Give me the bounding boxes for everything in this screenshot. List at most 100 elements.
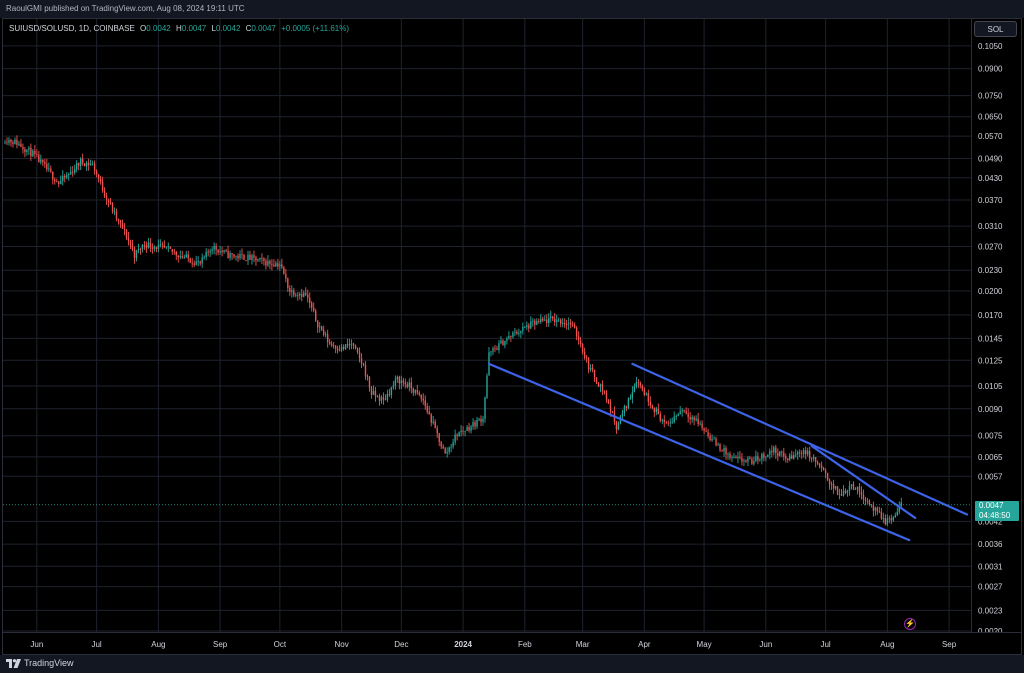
- x-tick-label: Sep: [213, 640, 228, 649]
- candle-body: [111, 203, 114, 212]
- candle-body: [787, 458, 789, 461]
- candle-body: [643, 389, 646, 395]
- candle-body: [117, 218, 120, 220]
- candle-body: [810, 458, 813, 460]
- candle-body: [571, 324, 574, 326]
- x-tick-label: Aug: [880, 640, 894, 649]
- candle-body: [372, 390, 375, 395]
- close-value: 0.0047: [251, 24, 276, 33]
- candle-body: [631, 392, 634, 399]
- candle-body: [151, 247, 154, 249]
- candle-body: [818, 463, 821, 466]
- trendlines: [487, 362, 969, 542]
- candle-body: [115, 211, 118, 219]
- candle-body: [281, 264, 283, 268]
- candle-body: [442, 446, 444, 449]
- price-scale[interactable]: 0.1050 0.0900 0.0750 0.0650 0.0570 0.0490 0.04…: [971, 19, 1023, 636]
- candle-body: [424, 400, 426, 407]
- candle-body: [269, 260, 271, 264]
- candle-body: [653, 407, 656, 412]
- candle-body: [737, 456, 739, 459]
- candle-body: [779, 451, 781, 456]
- x-tick-label: May: [697, 640, 712, 649]
- candle-body: [366, 376, 369, 378]
- publish-header: RaoulGMI published on TradingView.com, A…: [0, 0, 1024, 18]
- candle-body: [243, 254, 245, 261]
- candle-body: [552, 316, 554, 319]
- candle-body: [757, 456, 759, 461]
- y-tick-label: 0.0900: [978, 65, 1003, 74]
- high-value: 0.0047: [181, 24, 207, 33]
- candle-body: [846, 490, 849, 493]
- x-tick-label: 2024: [454, 640, 472, 649]
- candle-body: [330, 343, 333, 346]
- candle-body: [868, 500, 871, 505]
- y-tick-label: 0.0370: [978, 196, 1003, 205]
- candle-body: [275, 263, 277, 267]
- price-chart[interactable]: [3, 19, 971, 632]
- candle-body: [769, 451, 771, 455]
- tradingview-logo[interactable]: TradingView: [6, 658, 74, 668]
- candle-body: [376, 396, 379, 397]
- y-tick-label: 0.0200: [978, 287, 1003, 296]
- candle-body: [95, 171, 98, 175]
- candle-body: [181, 256, 183, 258]
- candle-body: [683, 410, 685, 412]
- candle-body: [141, 244, 144, 250]
- y-tick-label: 0.0750: [978, 92, 1003, 101]
- y-tick-label: 0.0065: [978, 453, 1003, 462]
- candle-body: [759, 459, 761, 461]
- short-term-resistance-trendline: [810, 444, 917, 520]
- candle-body: [536, 321, 538, 325]
- candle-body: [56, 181, 58, 183]
- candle-body: [800, 453, 803, 455]
- candle-body: [567, 323, 570, 325]
- time-axis-labels: Jun Jul Aug Sep Oct Nov Dec 2024 Feb Mar Apr May Jun…: [30, 640, 956, 649]
- candle-body: [484, 397, 486, 419]
- candle-body: [691, 417, 693, 420]
- candle-body: [52, 171, 54, 180]
- candle-body: [480, 418, 482, 422]
- candle-body: [699, 423, 701, 425]
- candle-body: [856, 486, 859, 490]
- candle-body: [512, 332, 514, 337]
- candle-body: [601, 384, 604, 392]
- time-axis[interactable]: Jun Jul Aug Sep Oct Nov Dec 2024 Feb Mar Apr May Jun…: [3, 632, 1021, 654]
- candle-body: [802, 450, 805, 455]
- chart-panel[interactable]: SUIUSD/SOLUSD, 1D, COINBASE O0.0042 H0.0…: [2, 18, 1022, 655]
- candle-body: [201, 257, 203, 264]
- candle-body: [384, 399, 387, 401]
- candle-body: [615, 421, 618, 430]
- candle-body: [398, 376, 401, 384]
- candle-body: [70, 171, 72, 175]
- currency-scale-button[interactable]: SOL: [974, 21, 1017, 37]
- candle-body: [231, 253, 233, 255]
- candle-body: [360, 357, 363, 364]
- plot-area[interactable]: SUIUSD/SOLUSD, 1D, COINBASE O0.0042 H0.0…: [3, 19, 971, 632]
- candle-body: [637, 382, 640, 383]
- candle-body: [448, 447, 450, 453]
- low-label: L: [211, 24, 216, 33]
- candle-body: [516, 331, 518, 334]
- candle-body: [50, 168, 52, 172]
- candle-body: [139, 248, 142, 250]
- y-tick-label: 0.0570: [978, 132, 1003, 141]
- lightning-icon[interactable]: ⚡: [904, 618, 916, 630]
- candle-body: [812, 457, 815, 459]
- candle-body: [866, 500, 869, 502]
- candle-body: [470, 426, 472, 431]
- candle-body: [48, 168, 50, 170]
- candle-body: [440, 441, 442, 447]
- low-value: 0.0042: [215, 24, 241, 33]
- candle-body: [641, 385, 644, 390]
- candle-body: [472, 422, 474, 427]
- candle-body: [771, 451, 773, 453]
- candle-body: [123, 228, 126, 230]
- candle-body: [183, 257, 185, 259]
- candle-body: [563, 322, 566, 325]
- candle-body: [854, 489, 857, 491]
- candle-body: [239, 254, 241, 259]
- publisher-text: RaoulGMI published on TradingView.com, A…: [6, 4, 245, 13]
- candle-body: [834, 486, 837, 489]
- candle-body: [72, 171, 74, 173]
